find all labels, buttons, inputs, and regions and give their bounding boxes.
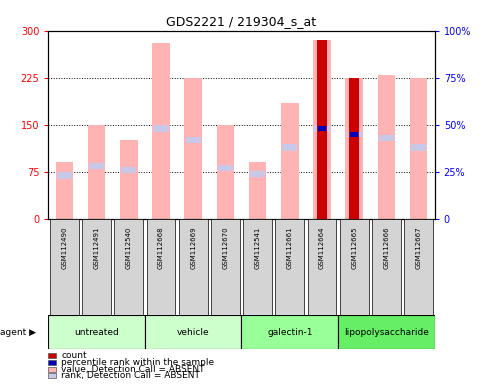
- Bar: [347, 131, 362, 137]
- Text: GSM112670: GSM112670: [222, 227, 228, 269]
- Bar: [345, 78, 363, 219]
- Text: GSM112669: GSM112669: [190, 227, 196, 269]
- Bar: [410, 78, 427, 219]
- FancyBboxPatch shape: [179, 219, 208, 315]
- FancyBboxPatch shape: [404, 219, 433, 315]
- Text: agent ▶: agent ▶: [0, 328, 37, 337]
- FancyBboxPatch shape: [338, 315, 435, 349]
- FancyBboxPatch shape: [145, 315, 242, 349]
- FancyBboxPatch shape: [340, 219, 369, 315]
- FancyBboxPatch shape: [242, 315, 338, 349]
- Bar: [411, 144, 426, 151]
- Bar: [379, 135, 394, 141]
- Text: GSM112668: GSM112668: [158, 227, 164, 269]
- Text: percentile rank within the sample: percentile rank within the sample: [61, 358, 214, 367]
- Bar: [249, 162, 267, 219]
- Bar: [56, 162, 73, 219]
- FancyBboxPatch shape: [146, 219, 175, 315]
- FancyBboxPatch shape: [372, 219, 401, 315]
- Bar: [120, 141, 138, 219]
- FancyBboxPatch shape: [243, 219, 272, 315]
- FancyBboxPatch shape: [114, 219, 143, 315]
- Text: galectin-1: galectin-1: [267, 328, 313, 337]
- Text: GSM112491: GSM112491: [94, 227, 99, 269]
- Bar: [318, 126, 326, 131]
- Bar: [121, 167, 136, 173]
- Text: count: count: [61, 351, 86, 360]
- Bar: [57, 172, 72, 179]
- Bar: [250, 170, 265, 177]
- Bar: [314, 126, 329, 132]
- Text: GSM112540: GSM112540: [126, 227, 132, 269]
- Bar: [216, 125, 234, 219]
- Bar: [152, 43, 170, 219]
- Text: GSM112541: GSM112541: [255, 227, 261, 269]
- Bar: [89, 163, 104, 169]
- Bar: [185, 78, 202, 219]
- Text: GSM112667: GSM112667: [415, 227, 422, 269]
- FancyBboxPatch shape: [50, 219, 79, 315]
- FancyBboxPatch shape: [82, 219, 111, 315]
- Text: GSM112664: GSM112664: [319, 227, 325, 269]
- Bar: [185, 137, 201, 143]
- FancyBboxPatch shape: [308, 219, 337, 315]
- Text: GSM112666: GSM112666: [384, 227, 389, 269]
- Text: lipopolysaccharide: lipopolysaccharide: [344, 328, 429, 337]
- Text: GSM112665: GSM112665: [351, 227, 357, 269]
- Text: value, Detection Call = ABSENT: value, Detection Call = ABSENT: [61, 364, 204, 374]
- Text: vehicle: vehicle: [177, 328, 210, 337]
- Text: GSM112490: GSM112490: [61, 227, 68, 269]
- Text: rank, Detection Call = ABSENT: rank, Detection Call = ABSENT: [61, 371, 200, 381]
- Bar: [317, 40, 327, 219]
- Bar: [282, 144, 298, 151]
- Text: GSM112661: GSM112661: [287, 227, 293, 269]
- Bar: [88, 125, 105, 219]
- Bar: [281, 103, 298, 219]
- Bar: [378, 74, 395, 219]
- Bar: [218, 165, 233, 171]
- Bar: [349, 78, 359, 219]
- Text: untreated: untreated: [74, 328, 119, 337]
- Bar: [313, 40, 331, 219]
- Bar: [350, 132, 358, 137]
- Title: GDS2221 / 219304_s_at: GDS2221 / 219304_s_at: [167, 15, 316, 28]
- FancyBboxPatch shape: [275, 219, 304, 315]
- FancyBboxPatch shape: [211, 219, 240, 315]
- FancyBboxPatch shape: [48, 315, 145, 349]
- Bar: [154, 126, 169, 132]
